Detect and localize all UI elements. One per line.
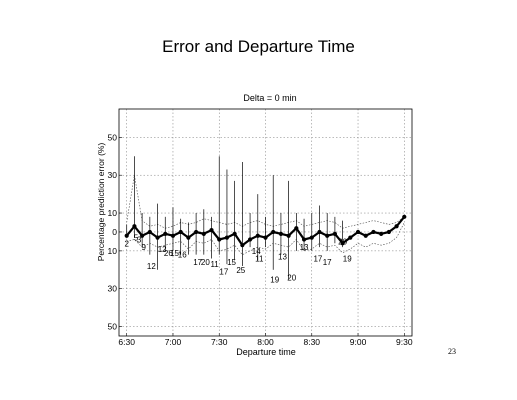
mean-point — [201, 231, 206, 236]
mean-point — [224, 235, 230, 240]
y-tick-label: 50 — [108, 322, 118, 332]
mean-point — [355, 229, 361, 235]
x-tick-label: 6:30 — [118, 337, 135, 347]
y-tick-label: 0 — [112, 227, 117, 237]
sample-count-label: 26 — [164, 249, 173, 258]
sample-count-label: 16 — [178, 251, 187, 260]
mean-point — [271, 229, 276, 235]
mean-point — [163, 231, 168, 236]
sample-count-label: 11 — [210, 260, 219, 269]
mean-point — [209, 227, 214, 233]
sample-count-label: 20 — [287, 273, 296, 282]
upper-band-line — [126, 175, 405, 229]
mean-point — [301, 237, 307, 242]
mean-point — [371, 229, 376, 235]
mean-point — [217, 237, 222, 242]
sample-count-label: 12 — [147, 262, 156, 271]
slide-title: Error and Departure Time — [162, 37, 355, 56]
mean-point — [178, 229, 183, 235]
mean-point — [309, 235, 314, 240]
sample-count-label: 20 — [338, 237, 347, 246]
mean-point — [402, 214, 407, 219]
sample-count-label: 9 — [141, 243, 146, 252]
mean-point — [132, 224, 137, 229]
mean-point — [386, 229, 391, 235]
mean-point — [194, 229, 199, 235]
y-tick-label: 10 — [108, 246, 118, 256]
sample-count-label: 11 — [255, 254, 264, 263]
mean-point — [363, 233, 368, 238]
sample-count-label: 15 — [170, 249, 179, 258]
mean-point — [124, 233, 129, 238]
mean-series-layer — [124, 214, 407, 248]
sample-count-label: 17 — [323, 258, 332, 267]
slide-page-number: 23 — [448, 347, 456, 356]
mean-point — [332, 231, 337, 236]
mean-point — [379, 231, 384, 236]
mean-point — [340, 241, 345, 246]
mean-point — [325, 233, 330, 238]
sample-count-label: 3 — [137, 236, 142, 245]
sample-count-label: 17 — [193, 258, 202, 267]
sample-count-label: 5 — [134, 234, 139, 243]
mean-point — [278, 231, 284, 236]
x-axis-label: Departure time — [236, 347, 296, 357]
sample-count-label: 14 — [252, 247, 261, 256]
mean-point — [140, 233, 145, 238]
mean-point — [286, 233, 291, 238]
sample-count-label: 19 — [270, 275, 279, 284]
mean-point — [155, 235, 160, 240]
mean-point — [147, 229, 152, 235]
x-tick-label: 7:30 — [211, 337, 228, 347]
axis-layer: 6:30 7:00 7:30 8:00 8:30 9:00 9:30 50 30 10 0 10 30 5… — [108, 132, 413, 347]
sample-count-label: 20 — [201, 258, 210, 267]
mean-point — [294, 226, 299, 231]
mean-point — [263, 235, 268, 240]
y-tick-label: 30 — [108, 170, 118, 180]
y-axis-label: Percentage prediction error (%) — [96, 143, 106, 262]
y-tick-label: 30 — [108, 284, 118, 294]
mean-point — [247, 237, 253, 242]
sample-count-label: 25 — [236, 266, 245, 275]
x-tick-label: 7:00 — [165, 337, 182, 347]
mean-point — [255, 233, 260, 238]
sample-count-label: 13 — [278, 253, 287, 262]
x-tick-label: 8:30 — [303, 337, 320, 347]
sample-count-label: 19 — [343, 254, 352, 263]
sample-count-label: 17 — [313, 254, 322, 263]
y-tick-label: 10 — [108, 208, 118, 218]
mean-point — [186, 235, 191, 240]
sample-count-label: 2 — [124, 239, 129, 248]
mean-point — [170, 233, 176, 238]
mean-point — [348, 235, 353, 240]
x-tick-label: 9:30 — [396, 337, 413, 347]
y-tick-label: 50 — [108, 132, 118, 142]
x-tick-label: 9:00 — [350, 337, 367, 347]
chart-title: Delta = 0 min — [243, 93, 296, 103]
mean-point — [317, 229, 322, 235]
sample-count-label: 15 — [227, 258, 236, 267]
sample-count-label: 17 — [219, 268, 228, 277]
x-tick-label: 8:00 — [257, 337, 274, 347]
range-bar-layer — [126, 156, 343, 280]
mean-point — [394, 224, 399, 229]
mean-point — [232, 231, 237, 236]
sample-count-label: 13 — [300, 243, 309, 252]
sample-count-label: 12 — [158, 245, 167, 254]
mean-point — [240, 243, 245, 248]
